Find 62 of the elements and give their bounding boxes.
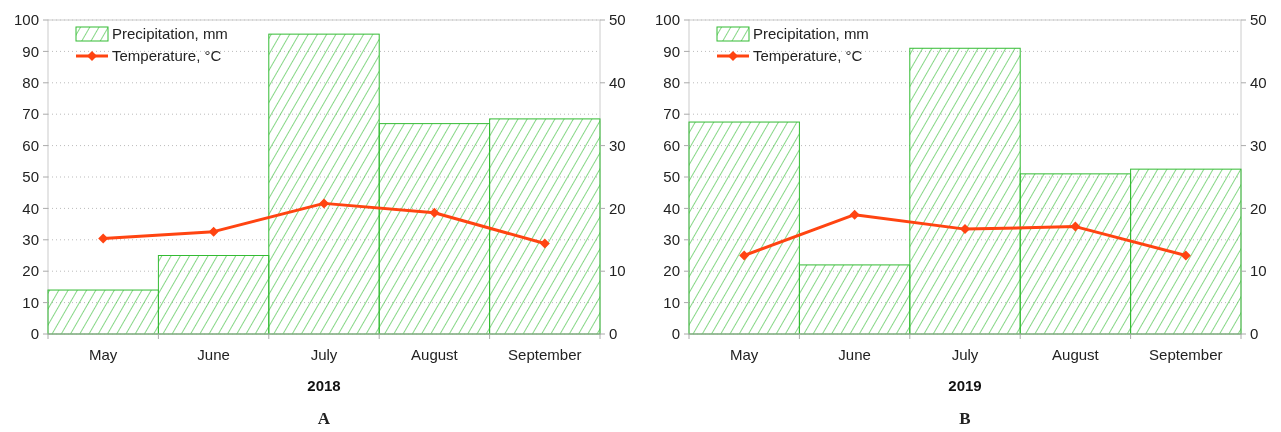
y-tick-label: 40 bbox=[663, 199, 680, 217]
point bbox=[539, 238, 550, 249]
y-tick-label: 50 bbox=[22, 168, 39, 186]
point bbox=[960, 224, 970, 235]
y2-tick-label: 30 bbox=[1250, 136, 1267, 154]
y-tick-label: 30 bbox=[22, 231, 39, 249]
y-tick-label: 20 bbox=[663, 262, 680, 280]
y2-tick-label: 30 bbox=[609, 136, 626, 154]
point bbox=[429, 207, 440, 218]
y2-tick-label: 50 bbox=[1250, 11, 1267, 29]
text: B bbox=[959, 409, 971, 428]
y-tick-label: 0 bbox=[30, 325, 39, 343]
y2-tick-label: 0 bbox=[1250, 325, 1259, 343]
y2-tick-label: 10 bbox=[1250, 262, 1267, 280]
x-tick-label: July bbox=[310, 346, 338, 363]
y-tick-label: 50 bbox=[663, 168, 680, 186]
y-tick-label: 90 bbox=[22, 42, 39, 60]
point bbox=[849, 209, 860, 220]
x-tick-label: September bbox=[508, 346, 582, 363]
legend-label: Temperature, °C bbox=[753, 47, 863, 65]
legend-label: Temperature, °C bbox=[112, 47, 222, 65]
point bbox=[1070, 221, 1081, 232]
x-tick-label: August bbox=[411, 346, 459, 363]
y2-tick-label: 50 bbox=[609, 11, 626, 29]
y-tick-label: 30 bbox=[663, 231, 680, 249]
x-tick-label: May bbox=[89, 346, 118, 363]
y-tick-label: 100 bbox=[654, 11, 680, 29]
y-tick-label: 20 bbox=[22, 262, 39, 280]
y2-tick-label: 20 bbox=[1250, 199, 1267, 217]
y-tick-label: 90 bbox=[663, 42, 680, 60]
y-tick-label: 70 bbox=[663, 105, 680, 123]
y-tick-label: 10 bbox=[663, 293, 680, 311]
legend-label: Precipitation, mm bbox=[753, 25, 869, 43]
y-tick-label: 80 bbox=[663, 74, 680, 92]
x-axis-title: 2019 bbox=[948, 377, 982, 394]
point bbox=[1180, 250, 1191, 261]
x-tick-label: May bbox=[730, 346, 759, 363]
y2-tick-label: 0 bbox=[609, 325, 618, 343]
y-tick-label: 10 bbox=[22, 293, 39, 311]
y-tick-label: 60 bbox=[22, 136, 39, 154]
point bbox=[98, 233, 109, 244]
legend-label: Precipitation, mm bbox=[112, 25, 228, 43]
y-tick-label: 80 bbox=[22, 74, 39, 92]
y-tick-label: 0 bbox=[671, 325, 680, 343]
point bbox=[739, 250, 750, 261]
x-tick-label: July bbox=[951, 346, 979, 363]
y2-tick-label: 40 bbox=[609, 74, 626, 92]
x-axis-title: 2018 bbox=[307, 377, 341, 394]
x-tick-label: August bbox=[1052, 346, 1100, 363]
point bbox=[319, 198, 329, 209]
x-tick-label: June bbox=[197, 346, 230, 363]
text: A bbox=[317, 409, 331, 428]
y2-tick-label: 40 bbox=[1250, 74, 1267, 92]
y-tick-label: 70 bbox=[22, 105, 39, 123]
x-tick-label: June bbox=[838, 346, 871, 363]
y-tick-label: 60 bbox=[663, 136, 680, 154]
y-tick-label: 40 bbox=[22, 199, 39, 217]
x-tick-label: September bbox=[1149, 346, 1223, 363]
y2-tick-label: 20 bbox=[609, 199, 626, 217]
y2-tick-label: 10 bbox=[609, 262, 626, 280]
point bbox=[208, 226, 219, 237]
y-tick-label: 100 bbox=[13, 11, 39, 29]
